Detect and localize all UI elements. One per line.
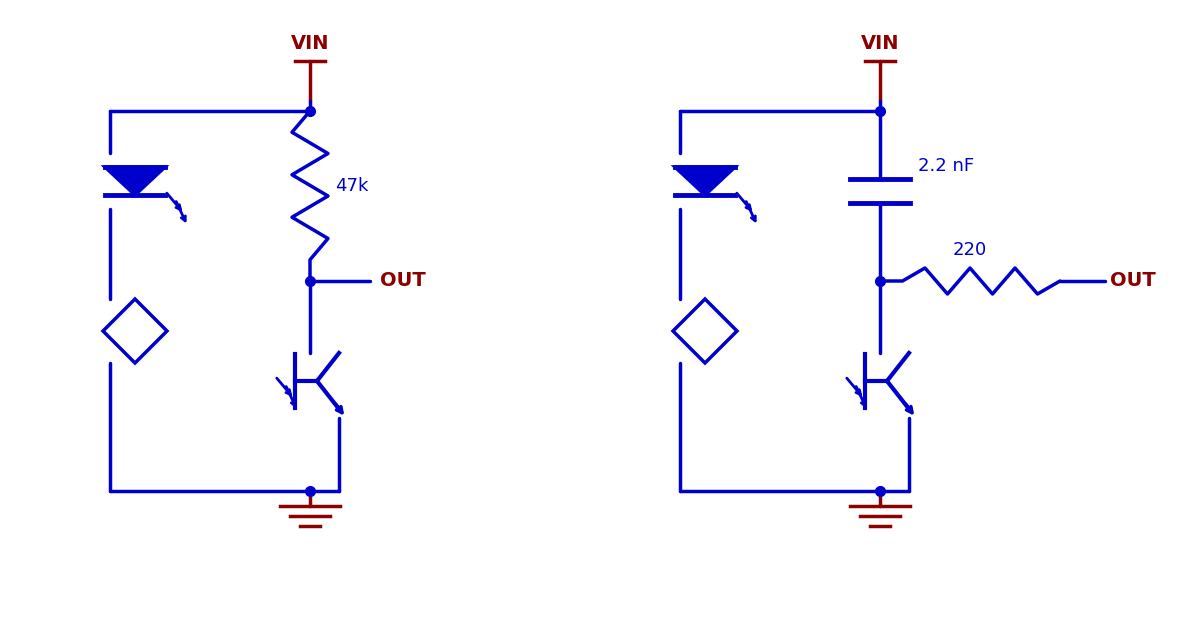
Text: 220: 220 xyxy=(953,241,988,259)
Text: 47k: 47k xyxy=(335,177,368,195)
Text: VIN: VIN xyxy=(290,34,329,53)
Polygon shape xyxy=(106,167,166,195)
Text: OUT: OUT xyxy=(380,271,426,291)
Polygon shape xyxy=(673,299,737,363)
Polygon shape xyxy=(674,167,734,195)
Text: VIN: VIN xyxy=(860,34,899,53)
Polygon shape xyxy=(103,299,167,363)
Text: 2.2 nF: 2.2 nF xyxy=(918,157,974,175)
Text: OUT: OUT xyxy=(1110,271,1156,291)
